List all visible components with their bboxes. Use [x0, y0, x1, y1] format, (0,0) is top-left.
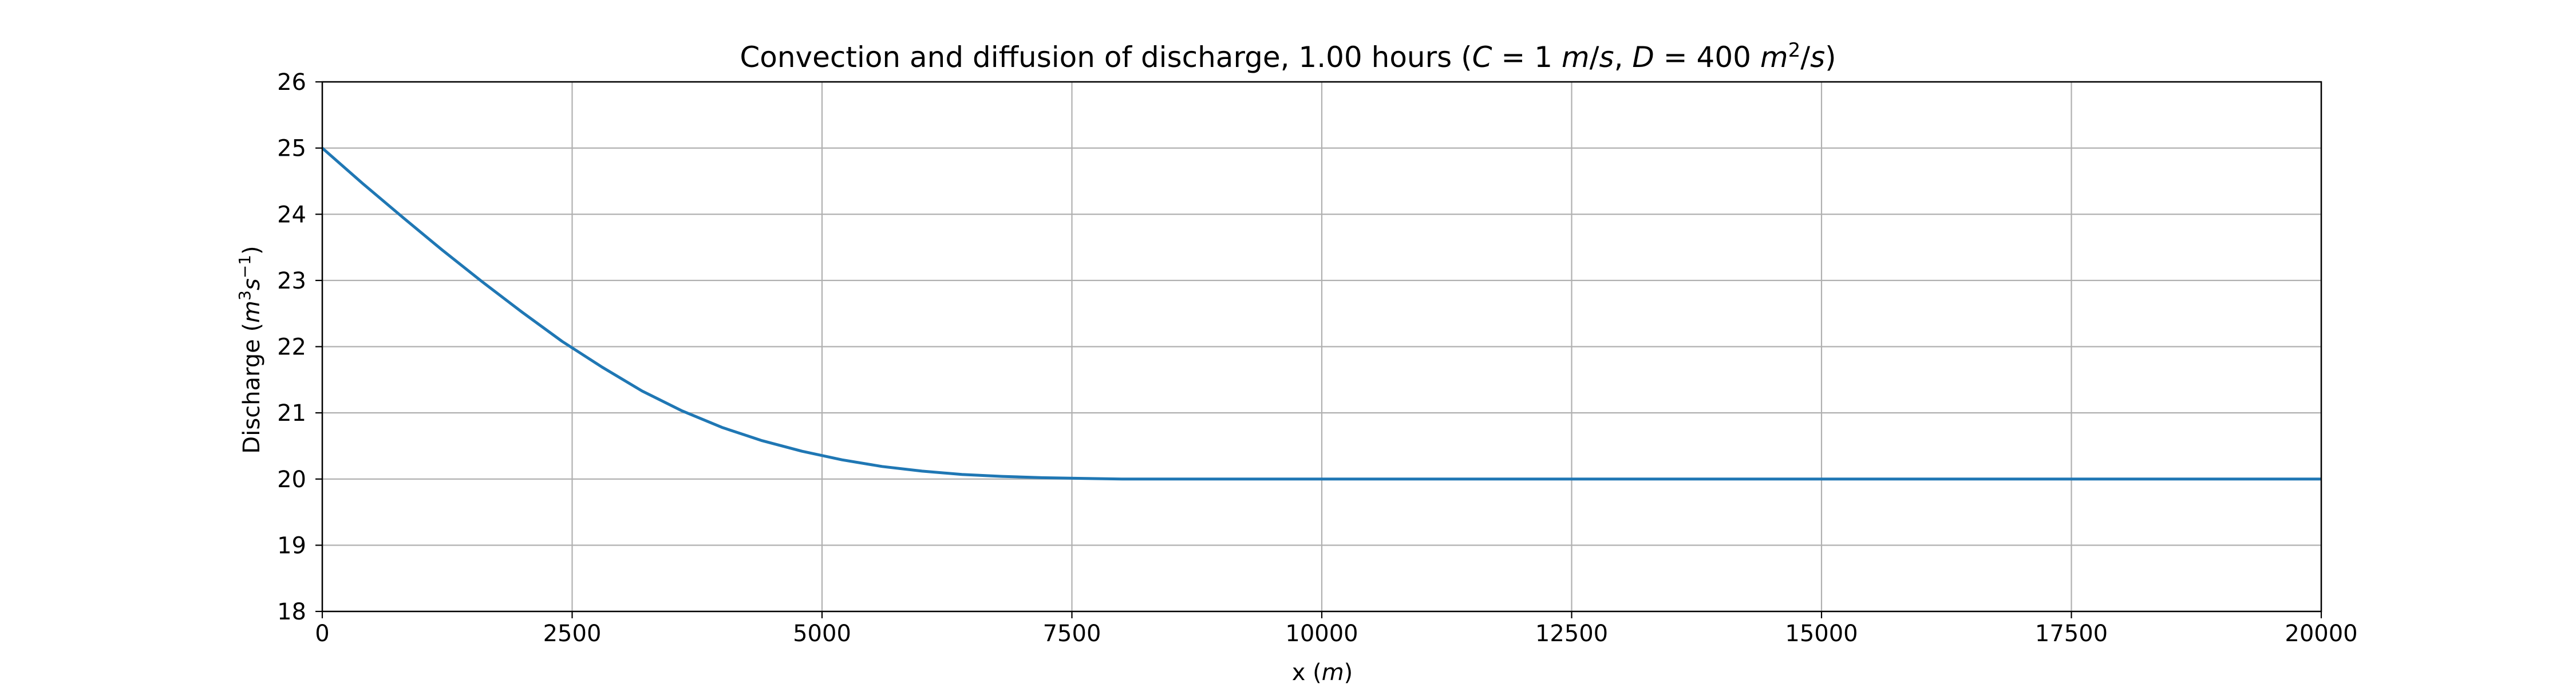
x-tick-label-1: 2500 — [543, 621, 602, 647]
x-tick-label-7: 17500 — [2035, 621, 2108, 647]
y-axis-label: Discharge (m3s−1) — [235, 246, 265, 453]
y-tick-label-6: 24 — [277, 202, 306, 228]
y-tick-label-1: 19 — [277, 532, 306, 559]
y-tick-label-4: 22 — [277, 334, 306, 361]
x-tick-label-6: 15000 — [1785, 621, 1858, 647]
x-tick-label-4: 10000 — [1285, 621, 1358, 647]
y-tick-label-0: 18 — [277, 599, 306, 625]
y-tick-label-3: 21 — [277, 400, 306, 427]
chart-title: Convection and diffusion of discharge, 1… — [740, 39, 1836, 74]
y-tick-label-7: 25 — [277, 136, 306, 162]
y-tick-label-2: 20 — [277, 467, 306, 493]
x-tick-label-0: 0 — [315, 621, 329, 647]
series-line-0 — [321, 147, 2321, 481]
x-tick-label-5: 12500 — [1535, 621, 1608, 647]
y-tick-label-5: 23 — [277, 268, 306, 294]
y-tick-label-8: 26 — [277, 69, 306, 96]
x-tick-label-3: 7500 — [1043, 621, 1101, 647]
x-axis-label: x (m) — [1292, 660, 1353, 686]
series-layer — [321, 147, 2321, 481]
x-tick-label-2: 5000 — [793, 621, 851, 647]
grid-lines — [321, 81, 2322, 613]
axis-ticks: 0 2500 5000 7500 10000 12500 15000 17500 20000 18… — [277, 69, 2358, 647]
x-tick-label-8: 20000 — [2285, 621, 2357, 647]
